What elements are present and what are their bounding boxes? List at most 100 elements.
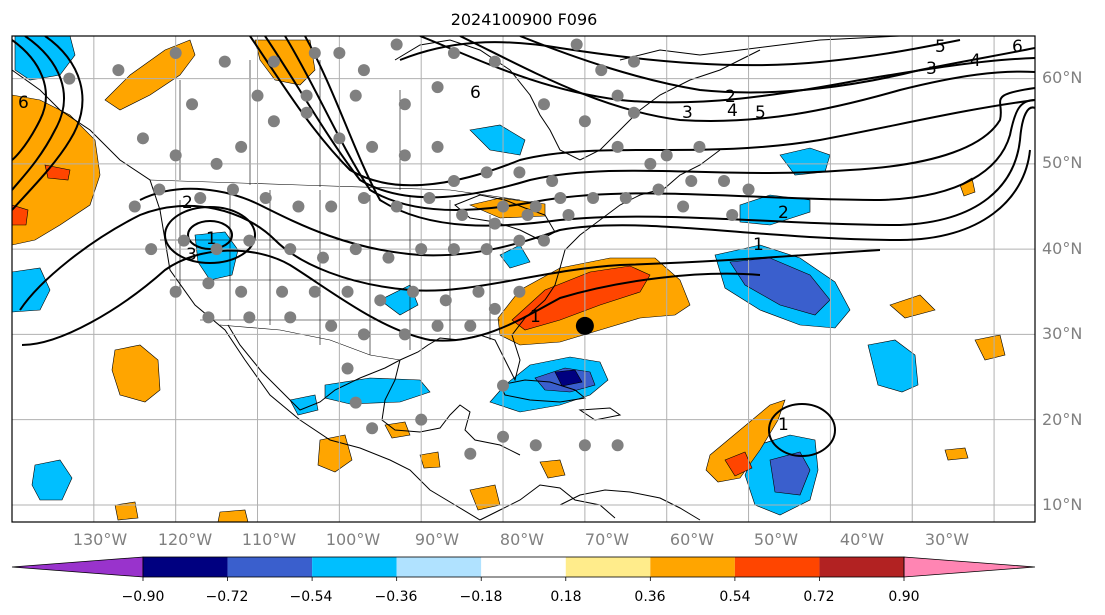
coastlines	[12, 36, 901, 521]
colorbar-frame	[142, 556, 905, 578]
colorbar-swatch	[143, 557, 228, 577]
lat-label: 50°N	[1042, 153, 1082, 172]
positive-anomaly-core	[12, 204, 29, 226]
longitude-labels: 130°W 120°W 110°W 100°W 90°W 80°W 70°W 6…	[73, 530, 969, 549]
station-dot	[243, 311, 256, 324]
station-dot	[390, 200, 403, 213]
station-dot	[398, 328, 411, 341]
positive-anomaly-core	[44, 164, 71, 181]
station-dot	[521, 209, 534, 222]
colorbar-label: −0.54	[290, 589, 333, 605]
station-dot	[284, 311, 297, 324]
lon-label: 90°W	[415, 530, 459, 549]
station-dot	[480, 166, 493, 179]
contour-line	[249, 36, 1035, 187]
station-dot	[611, 140, 624, 153]
station-dot	[177, 234, 190, 247]
contour-line	[12, 39, 47, 161]
colorbar-label: 0.36	[634, 589, 665, 605]
station-dot	[431, 81, 444, 94]
station-dot	[300, 106, 313, 119]
positive-anomaly	[217, 509, 249, 522]
positive-anomaly	[317, 434, 353, 473]
contour-line	[21, 249, 761, 346]
station-dot	[578, 115, 591, 128]
contour-label: 2	[725, 87, 736, 107]
station-dot	[357, 192, 370, 204]
contour-line	[12, 36, 65, 191]
station-dot	[366, 422, 379, 435]
colorbar-label: 0.54	[719, 589, 750, 605]
station-dot	[447, 243, 460, 256]
station-dot	[226, 183, 239, 196]
contour-label: 3	[682, 103, 693, 123]
contour-label: 1	[778, 415, 789, 435]
station-dot	[497, 430, 510, 443]
station-dot	[251, 89, 264, 102]
station-dot	[357, 64, 370, 77]
station-dot	[308, 285, 321, 298]
station-dot	[627, 55, 640, 68]
lon-label: 50°W	[754, 530, 798, 549]
colorbar-extend-right	[903, 556, 1036, 578]
station-dot	[693, 140, 706, 153]
contour-line	[399, 39, 961, 67]
closed-low-contour	[187, 220, 233, 250]
station-dot	[447, 174, 460, 187]
station-dot	[390, 38, 403, 51]
lat-label: 40°N	[1042, 239, 1082, 258]
station-dot	[407, 285, 420, 298]
positive-anomaly	[114, 501, 139, 521]
negative-anomaly	[324, 377, 431, 405]
station-dot	[349, 243, 362, 256]
station-dot	[341, 362, 354, 375]
station-dot	[537, 98, 550, 111]
station-dot	[488, 217, 501, 230]
station-dot	[578, 439, 591, 452]
contour-label: 2	[778, 203, 789, 223]
station-dot	[447, 47, 460, 60]
station-dot	[497, 379, 510, 392]
station-dot	[537, 234, 550, 247]
colorbar-label: −0.36	[375, 589, 418, 605]
station-dot	[554, 192, 567, 204]
station-dot	[243, 234, 256, 247]
contour-line	[284, 36, 1035, 211]
colorbar-swatch	[481, 557, 566, 577]
contour-label: 6	[470, 83, 481, 103]
colorbar	[11, 556, 1036, 581]
station-dot	[267, 55, 280, 68]
lon-label: 130°W	[73, 530, 128, 549]
station-dot	[660, 149, 673, 162]
hispaniola-coastline	[578, 407, 622, 421]
colorbar-labels: −0.90 −0.72 −0.54 −0.36 −0.18 0.18 0.36 …	[122, 589, 920, 605]
height-contours	[12, 36, 1035, 457]
station-dot	[685, 174, 698, 187]
yucatan-coastline	[381, 359, 521, 456]
station-dot	[497, 200, 510, 213]
contour-label: 6	[18, 93, 29, 113]
lon-label: 70°W	[585, 530, 629, 549]
contour-label: 6	[1012, 37, 1023, 57]
station-dot	[513, 166, 526, 179]
station-dot	[153, 183, 166, 196]
negative-anomaly	[31, 459, 73, 501]
colorbar-label: −0.72	[206, 589, 249, 605]
station-dot	[611, 439, 624, 452]
contour-line	[12, 36, 84, 211]
station-dot	[374, 294, 387, 307]
negative-anomaly	[289, 394, 319, 416]
contour-line	[419, 36, 1035, 104]
station-dot	[235, 285, 248, 298]
contour-line	[459, 36, 1035, 122]
negative-anomaly-core	[769, 451, 811, 496]
station-dot	[562, 209, 575, 222]
contour-labels: 5 6 4 3 2 4 5 3 6 2 1 2 1 3 1 1 6	[18, 37, 1023, 435]
colorbar-swatch	[734, 557, 820, 577]
station-dot	[145, 243, 158, 256]
storm-center-marker	[575, 316, 594, 335]
station-dot	[325, 319, 338, 332]
station-dot	[202, 277, 215, 290]
station-dot	[292, 200, 305, 213]
station-dot	[194, 192, 207, 204]
